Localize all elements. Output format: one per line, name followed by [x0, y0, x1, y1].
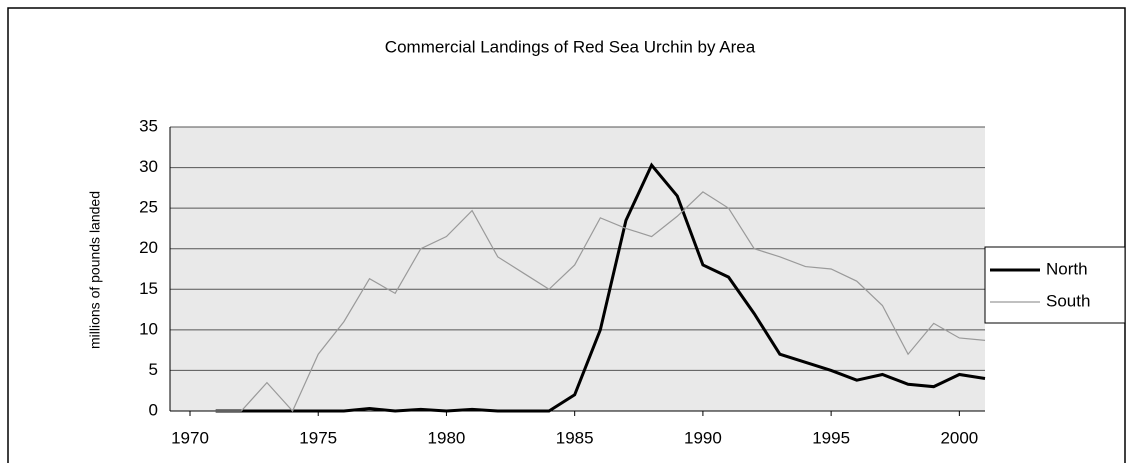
y-tick-label: 0 — [149, 400, 158, 419]
x-tick-label: 1975 — [299, 428, 337, 447]
chart-title: Commercial Landings of Red Sea Urchin by… — [385, 37, 756, 56]
y-tick-label: 10 — [139, 319, 158, 338]
x-tick-label: 1990 — [684, 428, 722, 447]
x-tick-label: 1995 — [812, 428, 850, 447]
line-series — [215, 191, 986, 413]
y-tick-label: 15 — [139, 279, 158, 298]
legend-label: North — [1046, 259, 1088, 278]
y-tick-label: 20 — [139, 238, 158, 257]
y-tick-label: 25 — [139, 198, 158, 217]
y-tick-label: 35 — [139, 116, 158, 135]
legend-label: South — [1046, 291, 1090, 310]
y-tick-label: 30 — [139, 157, 158, 176]
plot-area — [170, 127, 985, 411]
legend — [984, 246, 1126, 324]
y-axis-label: millions of pounds landed — [87, 191, 103, 349]
y-tick-label: 5 — [149, 360, 158, 379]
x-tick-label: 1985 — [556, 428, 594, 447]
x-tick-label: 1970 — [171, 428, 209, 447]
x-tick-label: 1980 — [428, 428, 466, 447]
line-series — [215, 162, 986, 413]
x-tick-label: 2000 — [940, 428, 978, 447]
